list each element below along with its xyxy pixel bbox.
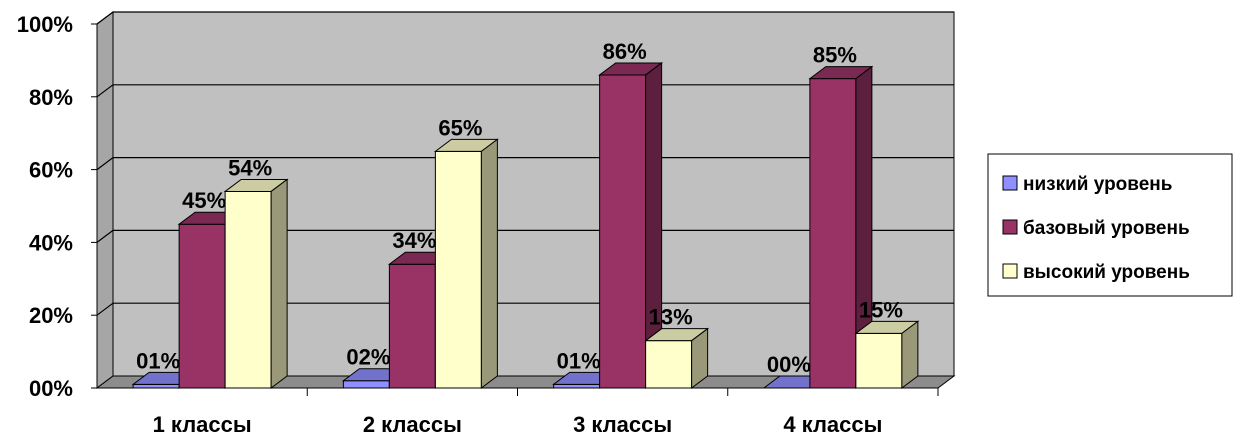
bar (854, 320, 920, 389)
bar-side (691, 327, 709, 389)
data-label: 65% (438, 115, 482, 140)
gridline (96, 229, 954, 243)
bar-front (224, 190, 272, 389)
legend: низкий уровень базовый уровень высокий уро… (987, 153, 1233, 297)
legend-swatch (1002, 175, 1018, 191)
data-label: 45% (182, 188, 226, 213)
y-tick-label: 60% (29, 158, 73, 183)
category-label: 4 классы (783, 412, 882, 434)
data-label: 01% (136, 348, 180, 373)
side-wall (96, 11, 114, 389)
data-label: 15% (859, 297, 903, 322)
legend-swatch (1002, 263, 1018, 279)
legend-label: высокий уровень (1023, 262, 1190, 283)
gridline (96, 157, 954, 171)
data-label: 34% (392, 228, 436, 253)
legend-box (987, 153, 1233, 297)
data-label: 54% (228, 155, 272, 180)
bar (808, 65, 874, 389)
axes: 00% 20% 40% 60% 80% 100% 1 классы 2 классы 3 кла… (17, 12, 939, 434)
data-label: 00% (767, 352, 811, 377)
bar (598, 61, 664, 389)
bar (433, 138, 499, 389)
data-label: 13% (649, 305, 693, 330)
category-label: 2 классы (363, 412, 462, 434)
y-tick-label: 40% (29, 230, 73, 255)
bar-front (434, 150, 482, 389)
bar-front (645, 340, 693, 389)
bars (131, 61, 920, 389)
bar-side (901, 320, 919, 389)
y-tick-label: 80% (29, 85, 73, 110)
bar-front (132, 383, 180, 389)
gridline (96, 11, 954, 25)
data-label: 85% (813, 43, 857, 68)
bar-side (270, 178, 288, 389)
category-label: 1 классы (153, 412, 252, 434)
data-labels: 01% 02% 01% 00% 45% 34% 86% 85% 54% 65% 13% 15% (136, 39, 903, 377)
bar-front (599, 74, 647, 389)
bar-front (178, 223, 226, 389)
y-tick-label: 00% (29, 376, 73, 401)
bar (223, 178, 289, 389)
bar-front (388, 263, 436, 389)
legend-swatch (1002, 219, 1018, 235)
bar-front (855, 332, 903, 389)
bar-side (480, 138, 498, 389)
bar-front (342, 380, 390, 389)
category-label: 3 классы (573, 412, 672, 434)
legend-label: базовый уровень (1023, 218, 1190, 239)
gridline (96, 302, 954, 316)
y-tick-label: 20% (29, 303, 73, 328)
data-label: 02% (346, 345, 390, 370)
data-label: 01% (557, 348, 601, 373)
bar-front (553, 383, 601, 389)
legend-label: низкий уровень (1023, 174, 1172, 195)
bar-front (809, 78, 857, 389)
y-tick-label: 100% (17, 12, 73, 37)
gridlines (96, 11, 954, 316)
data-label: 86% (603, 39, 647, 64)
gridline (96, 84, 954, 98)
bar (644, 327, 710, 389)
